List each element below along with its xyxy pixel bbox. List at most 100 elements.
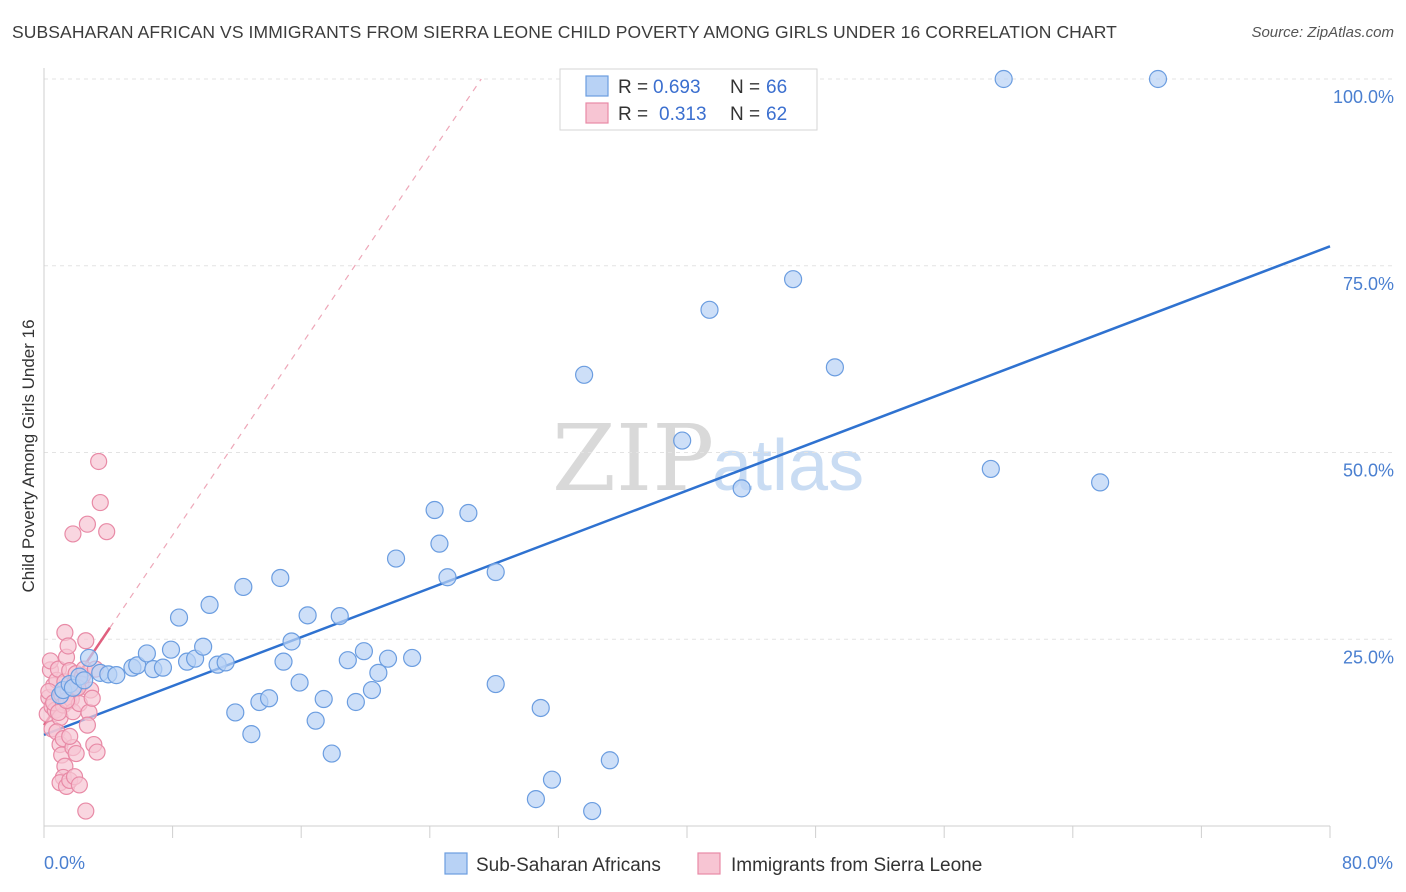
grid-lines [44, 78, 1392, 640]
data-point-blue [298, 606, 317, 625]
data-point-blue [1091, 473, 1110, 492]
data-point-pink [67, 744, 85, 763]
data-point-blue [330, 606, 349, 626]
series-legend: Sub-Saharan Africans Immigrants from Sie… [444, 852, 982, 876]
data-point-pink [90, 452, 108, 471]
data-point-pink [77, 632, 95, 650]
data-point-blue [732, 479, 751, 498]
data-point-blue [459, 503, 478, 523]
legend-r-value-blue: 0.693 [653, 77, 701, 98]
y-axis-label: Child Poverty Among Girls Under 16 [19, 319, 38, 592]
data-point-blue [825, 358, 844, 377]
watermark-zip: ZIP [552, 405, 714, 512]
y-tick-label: 100.0% [1333, 87, 1394, 107]
data-point-pink [49, 703, 68, 722]
data-point-blue [531, 698, 550, 718]
data-point-blue [994, 69, 1013, 89]
data-point-blue [438, 568, 457, 587]
data-point-blue [600, 751, 619, 770]
data-point-blue [79, 648, 99, 668]
legend-r-label: R = [618, 104, 648, 125]
series-immigrants-sierra-leone [38, 452, 116, 820]
legend-r-label: R = [618, 77, 648, 98]
bottom-legend-label-blue: Sub-Saharan Africans [476, 855, 661, 876]
bottom-legend-label-pink: Immigrants from Sierra Leone [731, 855, 982, 876]
legend-n-value-pink: 62 [766, 104, 787, 125]
data-point-blue [282, 632, 301, 651]
correlation-legend: R = 0.693 N = 66 R = 0.313 N = 62 [559, 68, 818, 131]
data-point-blue [322, 744, 341, 763]
data-point-blue [161, 640, 181, 659]
data-point-blue [354, 642, 373, 661]
source-note: Source: ZipAtlas.com [1251, 24, 1394, 41]
data-point-blue [1148, 69, 1168, 89]
data-point-blue [194, 637, 213, 656]
data-point-pink [77, 802, 95, 820]
legend-n-label: N = [730, 104, 760, 125]
data-point-pink [83, 689, 101, 707]
data-point-blue [425, 500, 444, 520]
data-point-blue [107, 666, 126, 685]
legend-n-value-blue: 66 [766, 77, 787, 98]
data-point-blue [306, 711, 325, 730]
data-point-blue [216, 653, 235, 672]
legend-swatch-blue [585, 75, 609, 97]
trend-line-pink-dashed [109, 78, 482, 629]
data-point-pink [91, 493, 109, 512]
bottom-legend-swatch-blue [444, 852, 468, 875]
data-point-blue [137, 644, 156, 663]
data-point-blue [169, 608, 189, 627]
x-tick-label-min: 0.0% [44, 853, 85, 873]
data-point-blue [700, 300, 719, 319]
data-point-blue [75, 671, 94, 690]
data-point-blue [403, 648, 422, 668]
data-point-blue [378, 649, 398, 668]
x-tick-label-max: 80.0% [1342, 853, 1393, 873]
data-point-blue [200, 595, 219, 614]
data-point-pink [61, 727, 79, 745]
data-point-pink [78, 515, 97, 533]
data-point-pink [98, 523, 116, 541]
legend-swatch-pink [585, 102, 609, 124]
data-point-blue [290, 673, 309, 692]
trend-line-blue [43, 245, 1331, 737]
data-point-blue [346, 692, 365, 712]
data-point-blue [783, 270, 803, 289]
data-point-blue [226, 703, 245, 722]
series-sub-saharan-africans [50, 69, 1168, 821]
data-point-blue [234, 577, 253, 597]
data-point-blue [542, 770, 562, 789]
data-point-pink [64, 525, 82, 543]
data-point-blue [673, 431, 692, 450]
data-point-blue [362, 680, 382, 700]
data-point-blue [575, 365, 594, 384]
data-point-blue [153, 658, 173, 677]
data-point-blue [486, 562, 505, 582]
legend-n-label: N = [730, 77, 760, 98]
data-point-blue [259, 689, 279, 708]
data-point-blue [274, 652, 293, 671]
data-point-blue [526, 790, 545, 809]
y-tick-labels: 25.0% 50.0% 75.0% 100.0% [1333, 87, 1394, 667]
data-point-blue [430, 534, 449, 553]
data-point-blue [242, 725, 261, 744]
y-tick-label: 75.0% [1343, 274, 1394, 294]
y-tick-label: 25.0% [1343, 647, 1394, 667]
data-point-pink [78, 716, 97, 734]
data-point-blue [314, 689, 333, 709]
y-tick-label: 50.0% [1343, 461, 1394, 481]
data-point-pink [88, 743, 106, 761]
legend-r-value-pink: 0.313 [659, 104, 707, 125]
data-point-pink [70, 776, 88, 794]
data-point-blue [981, 459, 1000, 479]
data-point-blue [583, 801, 602, 821]
bottom-legend-swatch-pink [697, 852, 721, 875]
data-point-pink [59, 637, 77, 655]
chart-title: SUBSAHARAN AFRICAN VS IMMIGRANTS FROM SI… [12, 22, 1117, 42]
x-tick-labels: 0.0% 80.0% [44, 853, 1393, 873]
data-point-blue [338, 651, 357, 670]
data-point-blue [271, 568, 290, 588]
data-point-blue [486, 674, 505, 694]
data-point-blue [386, 549, 406, 568]
